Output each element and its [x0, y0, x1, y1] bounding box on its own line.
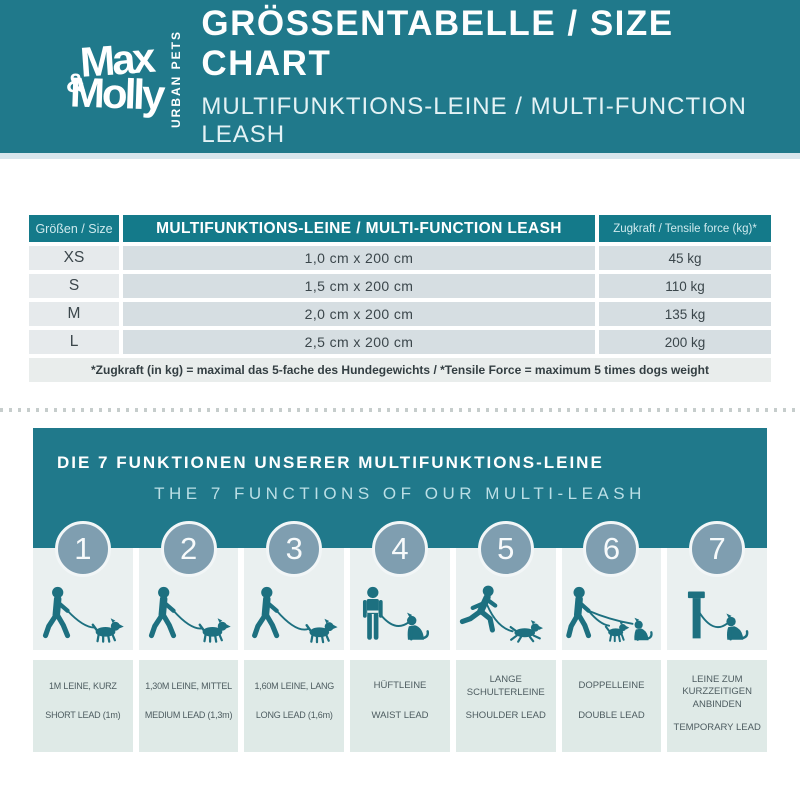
function-number: 4: [391, 531, 409, 566]
walking-dog-icon: [148, 586, 231, 643]
function-label: 1,30M LEINE, MITTEL MEDIUM LEAD (1,3m): [138, 660, 239, 752]
function-label: 1M LEINE, KURZ SHORT LEAD (1m): [33, 660, 133, 752]
functions-section: DIE 7 FUNKTIONEN UNSERER MULTIFUNKTIONS-…: [33, 428, 768, 752]
function-label-en: LONG LEAD (1,6m): [255, 710, 333, 720]
header-banner: Max & Molly URBAN PETS GRÖSSENTABELLE / …: [0, 0, 800, 153]
table-row-xs-dim: 1,0 cm x 200 cm: [123, 246, 595, 270]
brand-ampersand: &: [66, 67, 86, 98]
brand-word-molly: Molly: [69, 67, 164, 119]
waist-lead-icon: [362, 586, 430, 641]
page-title: GRÖSSENTABELLE / SIZE CHART: [201, 4, 674, 83]
function-number: 5: [497, 531, 515, 566]
function-label-de: LANGE SCHULTERLEINE: [466, 674, 545, 698]
table-row-m-size: M: [29, 302, 119, 326]
walking-dog-icon: [252, 586, 338, 644]
function-label: LANGE SCHULTERLEINE SHOULDER LEAD: [455, 660, 556, 752]
function-number: 6: [602, 531, 621, 566]
function-label-en: DOUBLE LEAD: [578, 710, 645, 721]
functions-title-en: THE 7 FUNCTIONS OF OUR MULTI-LEASH: [154, 484, 646, 503]
function-number-badge: 1: [54, 521, 111, 577]
function-number-badge: 5: [477, 521, 534, 577]
table-row-xs-size: XS: [29, 246, 119, 270]
function-label-de: 1,30M LEINE, MITTEL: [145, 680, 232, 691]
table-row-s-force: 110 kg: [599, 274, 771, 298]
function-label-de: DOPPELLEINE: [578, 680, 645, 692]
function-label-en: WAIST LEAD: [371, 710, 429, 721]
running-dog-icon: [459, 585, 543, 643]
table-row-l-dim: 2,5 cm x 200 cm: [123, 330, 595, 354]
table-row-s-dim: 1,5 cm x 200 cm: [123, 274, 595, 298]
function-number-badge: 4: [372, 521, 429, 577]
function-card-6: 6: [561, 521, 662, 752]
function-label: LEINE ZUM KURZZEITIGEN ANBINDEN TEMPORAR…: [667, 660, 768, 752]
page-subtitle: MULTIFUNKTIONS-LEINE / MULTI-FUNCTION LE…: [201, 93, 747, 148]
table-row-s-size: S: [29, 274, 119, 298]
function-label: 1,60M LEINE, LANG LONG LEAD (1,6m): [244, 660, 345, 752]
col-header-product: MULTIFUNKTIONS-LEINE / MULTI-FUNCTION LE…: [123, 215, 595, 242]
function-card-7: 7: [667, 521, 768, 752]
function-number: 7: [708, 531, 726, 566]
header-titles: GRÖSSENTABELLE / SIZE CHART MULTIFUNKTIO…: [201, 4, 800, 149]
size-table: Größen / Size MULTIFUNKTIONS-LEINE / MUL…: [29, 215, 771, 382]
function-label-de: HÜFTLEINE: [373, 680, 427, 692]
dotted-divider: [0, 408, 800, 412]
table-row-m-force: 135 kg: [599, 302, 771, 326]
function-card-1: 1: [33, 521, 133, 752]
function-label-en: SHORT LEAD (1m): [45, 710, 121, 720]
function-number: 1: [74, 531, 92, 566]
function-card-3: 3: [244, 521, 345, 752]
function-label-en: MEDIUM LEAD (1,3m): [144, 710, 233, 720]
functions-title-de: DIE 7 FUNKTIONEN UNSERER MULTIFUNKTIONS-…: [57, 453, 604, 472]
function-number-badge: 7: [689, 521, 746, 577]
function-label-en: SHOULDER LEAD: [465, 710, 546, 721]
function-number-badge: 6: [583, 521, 640, 577]
function-number: 3: [285, 531, 303, 566]
function-card-5: 5: [455, 521, 556, 752]
double-lead-icon: [566, 586, 654, 643]
col-header-force: Zugkraft / Tensile force (kg)*: [599, 215, 771, 242]
function-label-de: LEINE ZUM KURZZEITIGEN ANBINDEN: [682, 674, 752, 710]
banner-edge-strip: [0, 153, 800, 159]
function-card-2: 2: [138, 521, 239, 752]
functions-cards: 1: [33, 521, 768, 752]
walking-dog-icon: [42, 586, 124, 643]
brand-tagline: URBAN PETS: [169, 29, 184, 128]
function-label: HÜFTLEINE WAIST LEAD: [350, 660, 450, 752]
table-footnote: *Zugkraft (in kg) = maximal das 5-fache …: [29, 358, 771, 382]
brand-logo-wordmark: Max & Molly: [66, 34, 164, 119]
brand-logo: Max & Molly URBAN PETS: [66, 26, 184, 128]
tethered-dog-icon: [688, 591, 749, 641]
function-label-en: TEMPORARY LEAD: [673, 722, 761, 734]
function-card-4: 4: [350, 521, 450, 752]
function-label-de: 1M LEINE, KURZ: [49, 680, 117, 691]
table-row-xs-force: 45 kg: [599, 246, 771, 270]
function-label-de: 1,60M LEINE, LANG: [254, 680, 335, 691]
table-row-m-dim: 2,0 cm x 200 cm: [123, 302, 595, 326]
function-number: 2: [179, 531, 198, 566]
function-number-badge: 3: [266, 521, 323, 577]
table-row-l-force: 200 kg: [599, 330, 771, 354]
function-number-badge: 2: [160, 521, 217, 577]
functions-header-band: DIE 7 FUNKTIONEN UNSERER MULTIFUNKTIONS-…: [33, 428, 767, 548]
table-row-l-size: L: [29, 330, 119, 354]
col-header-size: Größen / Size: [29, 215, 119, 242]
function-label: DOPPELLEINE DOUBLE LEAD: [561, 660, 662, 752]
